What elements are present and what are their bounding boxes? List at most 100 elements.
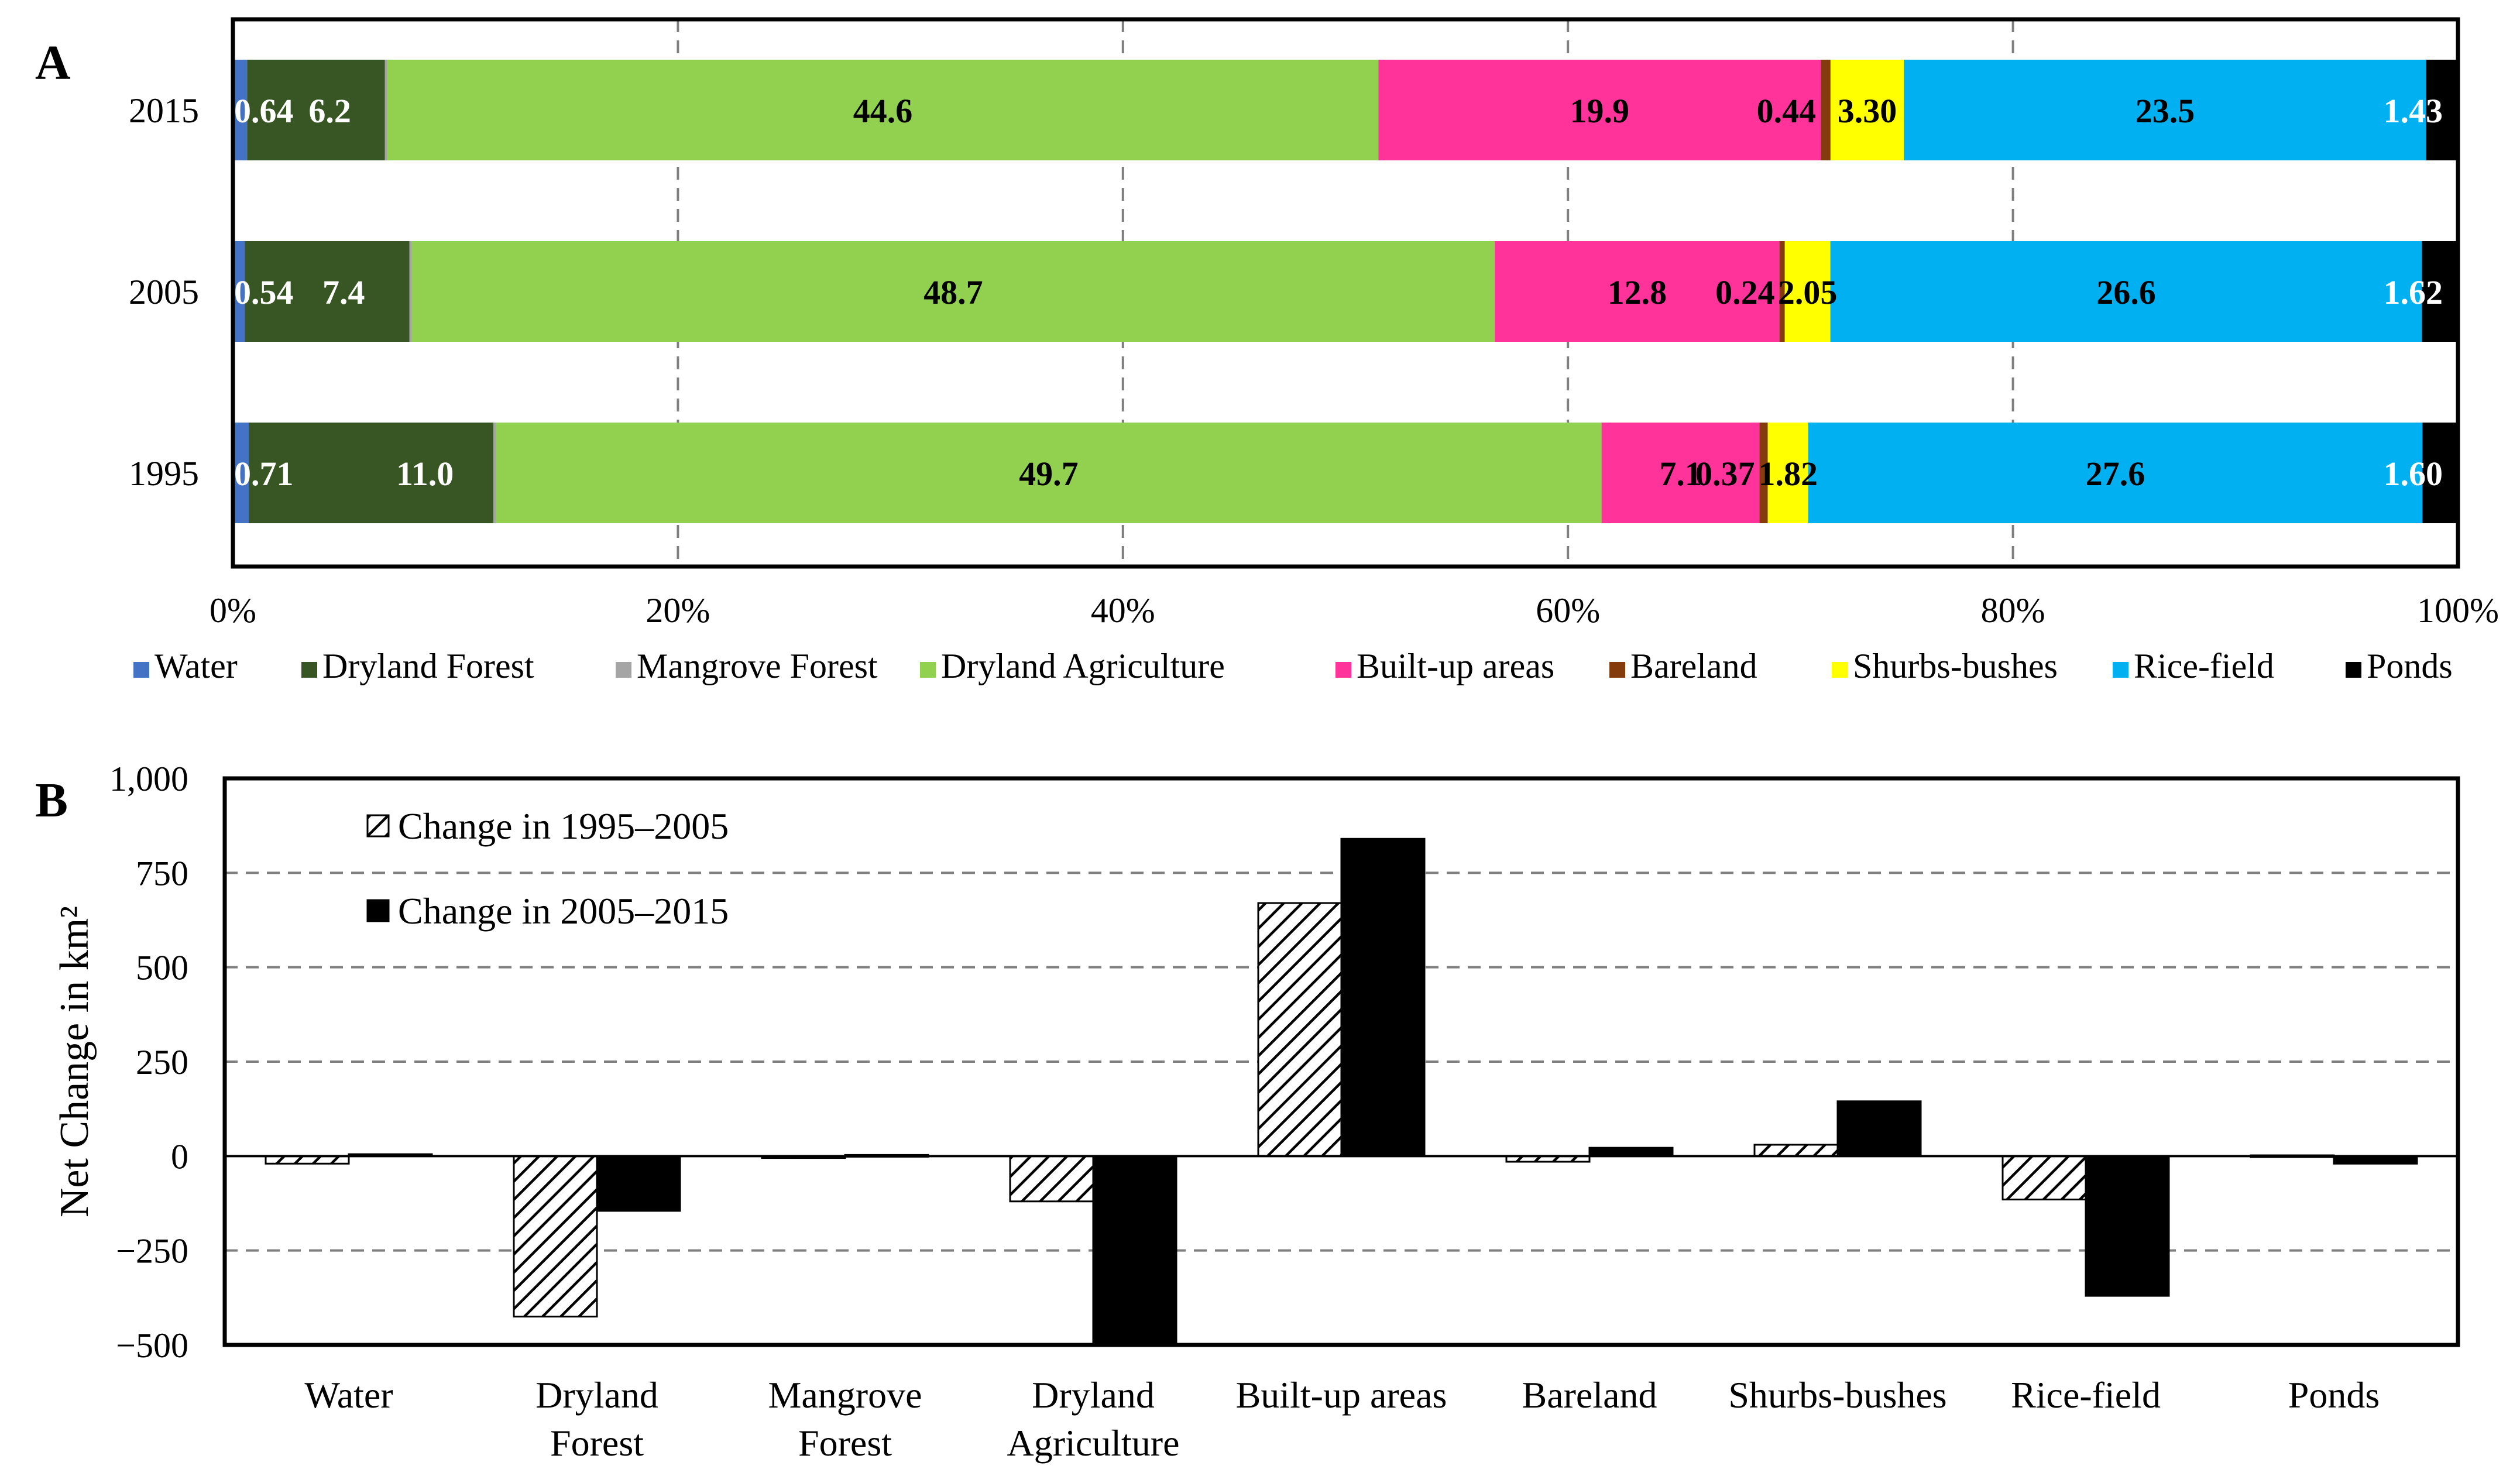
- legend-label-dryland-forest: Dryland Forest: [322, 647, 534, 685]
- bar-label-ponds-2015: 1.43: [2384, 92, 2443, 130]
- bar-water-1995: [233, 423, 249, 523]
- legend-swatch-shurbs-bushes: [1832, 662, 1848, 678]
- bar-shurbs-bushes-2005: [1784, 241, 1831, 342]
- panel-b-plot-frame: [222, 776, 2460, 1347]
- panel-a-bars: 0.64 6.2 44.6 19.9 0.44 3.30 23.5 1.43 0.54 7.4 48…: [233, 60, 2458, 523]
- panel-b-category-label: Mangrove: [768, 1374, 922, 1416]
- legend-label-rice-field: Rice-field: [2134, 647, 2274, 685]
- panel-b-bars: [265, 838, 2418, 1346]
- bar-label-ponds-2005: 1.62: [2384, 273, 2443, 311]
- legend-swatch-change-in-1995-2005: [366, 814, 390, 838]
- legend-label-mangrove-forest: Mangrove Forest: [637, 647, 878, 685]
- bar-label-rice-field-1995: 27.6: [2086, 455, 2145, 493]
- panel-a-label: A: [35, 36, 71, 90]
- legend-swatch-water: [133, 662, 149, 678]
- legend-swatch-built-up-areas: [1335, 662, 1351, 678]
- panel-b-category-label: Shurbs-bushes: [1728, 1374, 1946, 1416]
- panel-a-chart: A 0.64 6.2 44.6 19.9 0.44 3.30 23.5 1.43 0.54 7.4…: [35, 17, 2499, 685]
- bar-built-up-areas-2005: [1495, 241, 1780, 342]
- panel-b-y-tick-label: 750: [136, 854, 188, 893]
- bar-bareland-1995: [1759, 423, 1768, 523]
- legend-swatch-mangrove-forest: [616, 662, 631, 678]
- panel-a-year-label: 2015: [129, 91, 199, 130]
- panel-b-y-axis-label: Net Change in km²: [52, 906, 97, 1217]
- bar-bareland-2005: [1779, 241, 1785, 342]
- panel-b-category-label: Agriculture: [1007, 1422, 1180, 1464]
- panel-b-chart: B −500 −250 0 250 500 750 1,000 Water Dryland Fo…: [35, 760, 2460, 1464]
- panel-b-y-tick-label: −250: [116, 1232, 188, 1271]
- panel-a-x-tick-label: 0%: [210, 591, 256, 630]
- legend-label-dryland-agriculture: Dryland Agriculture: [941, 647, 1225, 685]
- bar-label-rice-field-2015: 23.5: [2136, 92, 2195, 130]
- bar-rice-field-change-in-1995-2005: [2001, 1155, 2087, 1201]
- bar-label-rice-field-2005: 26.6: [2096, 273, 2156, 311]
- bar-label-ponds-1995: 1.60: [2384, 455, 2443, 493]
- panel-b-y-tick-label: 0: [171, 1137, 188, 1176]
- panel-b-category-label: Forest: [798, 1422, 892, 1464]
- bar-label-bareland-2005: 0.24: [1715, 273, 1775, 311]
- panel-a-year-label: 1995: [129, 454, 199, 493]
- bar-label-built-up-areas-2005: 12.8: [1608, 273, 1667, 311]
- panel-a-year-label: 2005: [129, 273, 199, 311]
- panel-a-plot-frame: [231, 17, 2460, 569]
- panel-a-x-tick-label: 100%: [2417, 591, 2499, 630]
- bar-label-dryland-forest-2015: 6.2: [308, 92, 351, 130]
- panel-a-x-tick-label: 60%: [1536, 591, 1600, 630]
- bar-label-dryland-agriculture-2005: 48.7: [923, 273, 983, 311]
- legend-label-bareland: Bareland: [1630, 647, 1757, 685]
- bar-dryland-forest-change-in-1995-2005: [513, 1155, 598, 1318]
- bar-label-dryland-agriculture-1995: 49.7: [1019, 455, 1079, 493]
- bar-rice-field-2005: [1830, 241, 2422, 342]
- panel-b-y-tick-label: −500: [116, 1326, 188, 1365]
- panel-b-category-label: Built-up areas: [1236, 1374, 1447, 1416]
- bar-label-water-1995: 0.71: [234, 455, 294, 493]
- bar-built-up-areas-1995: [1601, 423, 1760, 523]
- panel-b-category-label: Bareland: [1522, 1374, 1657, 1416]
- bar-dryland-agriculture-change-in-1995-2005: [1009, 1155, 1094, 1203]
- legend-swatch-ponds: [2346, 662, 2361, 678]
- panel-a-x-tick-label: 80%: [1981, 591, 2045, 630]
- panel-b-y-ticks: −500 −250 0 250 500 750 1,000: [109, 760, 188, 1365]
- bar-label-shurbs-bushes-2015: 3.30: [1838, 92, 1897, 130]
- bar-ponds-2005: [2422, 241, 2458, 342]
- panel-b-category-label: Rice-field: [2011, 1374, 2161, 1416]
- bar-label-shurbs-bushes-2005: 2.05: [1778, 273, 1838, 311]
- panel-a-x-tick-label: 20%: [646, 591, 710, 630]
- panel-b-category-labels: Water Dryland Forest Mangrove Forest Dryland A…: [304, 1374, 2380, 1464]
- bar-shurbs-bushes-2015: [1830, 60, 1904, 160]
- panel-a-year-labels: 2015 2005 1995: [129, 91, 199, 493]
- bar-label-bareland-1995: 0.37: [1695, 455, 1755, 493]
- bar-label-shurbs-bushes-1995: 1.82: [1758, 455, 1818, 493]
- legend-label-change-in-2005-2015: Change in 2005–2015: [398, 890, 729, 932]
- panel-b-y-tick-label: 1,000: [109, 760, 188, 798]
- bar-shurbs-bushes-1995: [1767, 423, 1808, 523]
- bar-bareland-2015: [1821, 60, 1831, 160]
- panel-b-category-label: Water: [304, 1374, 393, 1416]
- legend-swatch-dryland-agriculture: [920, 662, 936, 678]
- bar-built-up-areas-2015: [1378, 60, 1821, 160]
- bar-built-up-areas-change-in-1995-2005: [1257, 902, 1343, 1157]
- panel-a-x-tick-label: 40%: [1091, 591, 1155, 630]
- bar-bareland-change-in-2005-2015: [1588, 1147, 1674, 1157]
- bar-dryland-agriculture-change-in-2005-2015: [1092, 1155, 1177, 1346]
- bar-mangrove-forest-2015: [384, 60, 387, 160]
- bar-dryland-forest-1995: [248, 423, 494, 523]
- panel-b-legend: Change in 1995–2005 Change in 2005–2015: [366, 805, 729, 932]
- panel-b-category-label: Dryland: [535, 1374, 658, 1416]
- panel-a-legend: Water Dryland Forest Mangrove Forest Drylan…: [133, 647, 2453, 685]
- panel-b-category-label: Dryland: [1032, 1374, 1155, 1416]
- bar-rice-field-change-in-2005-2015: [2085, 1155, 2170, 1297]
- bar-dryland-agriculture-2005: [411, 241, 1495, 342]
- bar-label-built-up-areas-2015: 19.9: [1570, 92, 1630, 130]
- legend-label-ponds: Ponds: [2367, 647, 2453, 685]
- legend-label-built-up-areas: Built-up areas: [1357, 647, 1554, 685]
- bar-shurbs-bushes-change-in-2005-2015: [1836, 1100, 1922, 1157]
- bar-mangrove-forest-2005: [409, 241, 412, 342]
- panel-b-label: B: [35, 773, 68, 828]
- bar-rice-field-2015: [1904, 60, 2426, 160]
- bar-label-dryland-forest-1995: 11.0: [396, 455, 454, 493]
- bar-water-2005: [233, 241, 245, 342]
- bar-label-water-2005: 0.54: [234, 273, 294, 311]
- bar-mangrove-forest-1995: [493, 423, 496, 523]
- bar-dryland-forest-change-in-2005-2015: [596, 1155, 681, 1212]
